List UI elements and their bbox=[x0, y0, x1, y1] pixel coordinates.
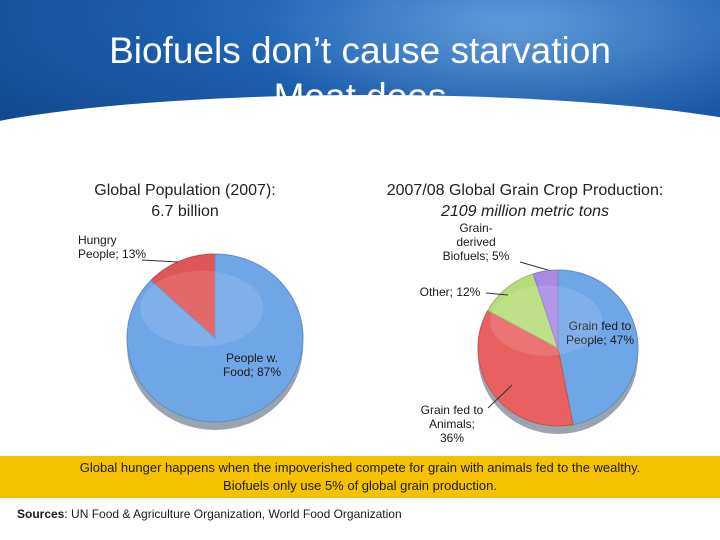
grain-pie: Grain fed to People; 47%Grain fed to Anima… bbox=[420, 221, 639, 445]
leader-line-grain-derived-biofuels bbox=[519, 261, 549, 271]
slice-label-line: People w. bbox=[226, 351, 278, 365]
slice-label-grain-derived-biofuels: Grain-derived Biofuels; 5% bbox=[443, 221, 510, 263]
pie-slice-grain-fed-to-animals bbox=[477, 309, 574, 427]
slice-label-hungry-people: Hungry People; 13% bbox=[78, 233, 146, 261]
slice-label-line: Biofuels; 5% bbox=[443, 249, 510, 263]
slice-label-line: Hungry bbox=[78, 233, 117, 247]
title-banner: Biofuels don’t cause starvation Meat doe… bbox=[0, 0, 720, 150]
pie-slice-people-w-food bbox=[126, 253, 304, 423]
banner-line-2: Biofuels only use 5% of global grain pro… bbox=[223, 478, 497, 493]
sources-label: Sources bbox=[17, 507, 65, 521]
pie-gloss bbox=[490, 285, 602, 356]
slice-label-line: People; 13% bbox=[78, 247, 146, 261]
population-chart-title-line-1: Global Population (2007): bbox=[94, 182, 276, 199]
sources-note: Sources: UN Food & Agriculture Organizat… bbox=[17, 507, 402, 521]
slice-label-line: Grain- bbox=[459, 221, 492, 235]
slice-label-other: Other; 12% bbox=[420, 285, 481, 299]
slice-label-line: Animals; bbox=[429, 417, 475, 431]
pie-slice-grain-fed-to-people bbox=[557, 269, 639, 426]
population-pie: Hungry People; 13% People w. Food; 87% bbox=[78, 233, 304, 430]
slice-label-line: Grain fed to bbox=[421, 403, 484, 417]
grain-chart-title-line-1: 2007/08 Global Grain Crop Production: bbox=[386, 182, 664, 199]
pie-gloss bbox=[140, 270, 264, 347]
slice-label-grain-fed-to-animals: Grain fed to Animals; 36% bbox=[421, 403, 484, 445]
pie-slice-hungry-people bbox=[150, 253, 216, 340]
slice-label-people-w-food: People w. Food; 87% bbox=[223, 351, 281, 379]
population-chart-title-line-2: 6.7 billion bbox=[151, 203, 219, 220]
slide-title: Biofuels don’t cause starvation Meat doe… bbox=[0, 28, 720, 120]
sources-text: : UN Food & Agriculture Organization, Wo… bbox=[64, 507, 402, 521]
pie-slice-other bbox=[487, 273, 559, 350]
slice-label-line: Other; 12% bbox=[420, 285, 481, 299]
title-line-2: Meat does bbox=[273, 76, 447, 117]
leader-line-hungry-people bbox=[141, 259, 179, 263]
slice-label-line: derived bbox=[456, 235, 495, 249]
grain-chart-title: 2007/08 Global Grain Crop Production: 21… bbox=[355, 180, 695, 222]
leader-line-grain-fed-to-animals bbox=[487, 384, 513, 409]
grain-chart-title-line-2: 2109 million metric tons bbox=[440, 203, 610, 220]
pie-slice-grain-derived-biofuels bbox=[532, 269, 559, 349]
header-swoosh bbox=[0, 95, 720, 150]
slice-label-line: Grain fed to bbox=[569, 319, 632, 333]
conclusion-banner: Global hunger happens when the impoveris… bbox=[0, 456, 720, 498]
title-line-1: Biofuels don’t cause starvation bbox=[109, 30, 611, 71]
slice-label-grain-fed-to-people: Grain fed to People; 47% bbox=[566, 319, 634, 347]
slice-label-line: People; 47% bbox=[566, 333, 634, 347]
leader-line-other bbox=[485, 292, 509, 296]
banner-line-1: Global hunger happens when the impoveris… bbox=[79, 460, 641, 475]
population-chart-title: Global Population (2007): 6.7 billion bbox=[60, 180, 310, 222]
slice-label-line: Food; 87% bbox=[223, 365, 281, 379]
slice-label-line: 36% bbox=[440, 431, 464, 445]
